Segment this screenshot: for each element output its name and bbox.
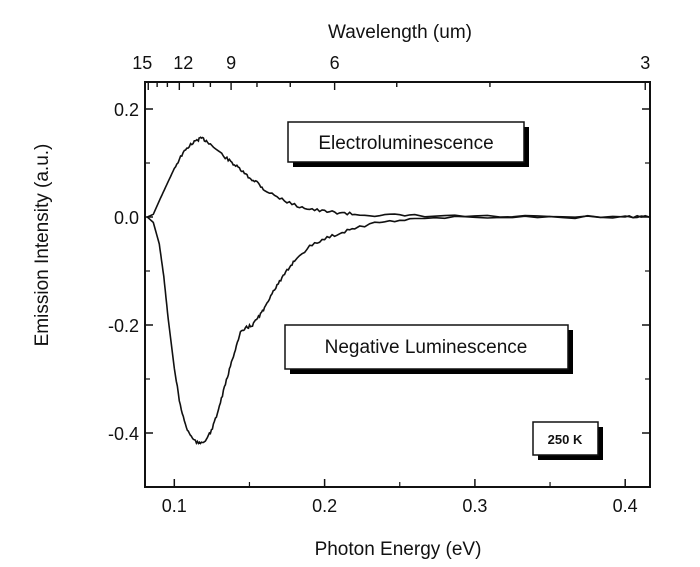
plot-marks xyxy=(146,136,650,445)
annotation-electroluminescence: Electroluminescence xyxy=(287,121,529,167)
top-axis-title: Wavelength (um) xyxy=(328,22,472,43)
y-tick-label: -0.4 xyxy=(108,424,139,444)
top-tick-label: 15 xyxy=(132,53,152,73)
annotation-el-text: Electroluminescence xyxy=(318,133,493,154)
top-tick-label: 9 xyxy=(226,53,236,73)
x-tick-label: 0.4 xyxy=(613,496,638,516)
annotation-temp-text: 250 K xyxy=(548,432,583,447)
x-tick-label: 0.2 xyxy=(312,496,337,516)
y-axis-title: Emission Intensity (a.u.) xyxy=(32,144,53,347)
x-tick-label: 0.1 xyxy=(162,496,187,516)
axis-ticks: 0.1 0.2 0.3 0.4 0.2 0.0 -0.2 -0.4 15 12 9 6 3 xyxy=(108,53,650,516)
series-line-electroluminescence xyxy=(147,136,650,219)
top-tick-label: 3 xyxy=(640,53,650,73)
annotation-temperature: 250 K xyxy=(532,421,603,460)
top-tick-label: 12 xyxy=(173,53,193,73)
y-tick-label: -0.2 xyxy=(108,316,139,336)
x-axis-title: Photon Energy (eV) xyxy=(315,539,482,560)
annotation-nl-text: Negative Luminescence xyxy=(325,337,528,358)
y-tick-label: 0.0 xyxy=(114,208,139,228)
top-tick-label: 6 xyxy=(330,53,340,73)
annotation-negative-luminescence: Negative Luminescence xyxy=(284,324,573,374)
y-tick-label: 0.2 xyxy=(114,100,139,120)
series-line-negative-luminescence xyxy=(146,214,650,445)
x-tick-label: 0.3 xyxy=(462,496,487,516)
plot-frame xyxy=(144,81,651,488)
